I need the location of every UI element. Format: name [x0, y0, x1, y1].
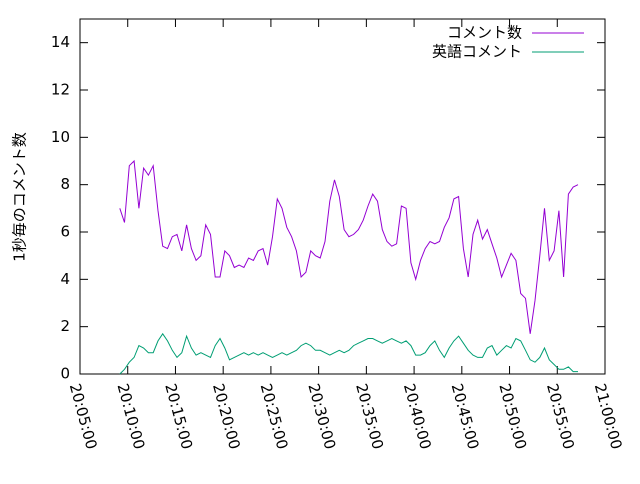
y-tick-label: 0: [60, 365, 70, 383]
y-tick-label: 12: [51, 81, 70, 99]
x-tick-label: 20:05:00: [66, 382, 101, 452]
plot-border: [79, 18, 606, 375]
y-axis-label: 1秒毎のコメント数: [11, 132, 29, 262]
legend-label: 英語コメント: [432, 43, 522, 61]
y-tick-label: 2: [60, 317, 70, 335]
y-tick-label: 14: [51, 33, 70, 51]
y-tick-label: 4: [60, 270, 70, 288]
series-line: [119, 332, 578, 375]
x-tick-label: 20:45:00: [448, 382, 483, 452]
x-tick-label: 20:30:00: [304, 382, 339, 452]
y-tick-label: 6: [60, 223, 70, 241]
x-tick-label: 20:20:00: [209, 382, 244, 452]
y-tick-label: 8: [60, 175, 70, 193]
x-tick-label: 20:15:00: [161, 382, 196, 452]
x-tick-label: 20:40:00: [400, 382, 435, 452]
series-line: [119, 159, 579, 334]
x-tick-label: 20:25:00: [257, 382, 292, 452]
x-tick-label: 20:50:00: [495, 382, 530, 452]
x-tick-label: 21:00:00: [591, 382, 626, 452]
x-tick-label: 20:10:00: [114, 382, 149, 452]
y-tick-label: 10: [51, 128, 70, 146]
x-tick-label: 20:55:00: [543, 382, 578, 452]
legend-label: コメント数: [447, 24, 522, 42]
x-tick-label: 20:35:00: [352, 382, 387, 452]
